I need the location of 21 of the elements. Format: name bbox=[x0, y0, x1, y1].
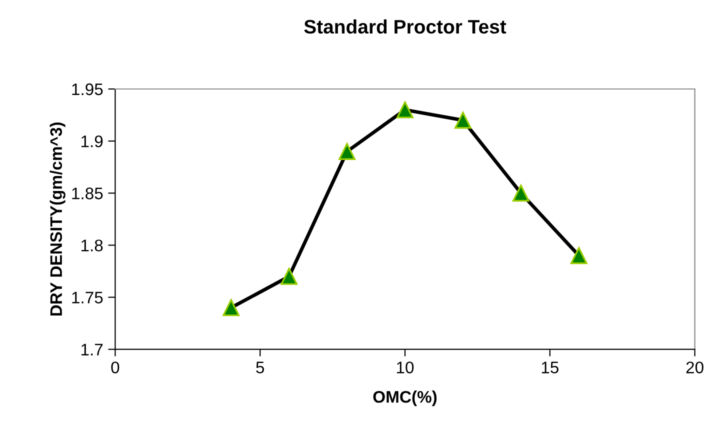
y-axis-title: DRY DENSITY(gm/cm^3) bbox=[50, 122, 66, 316]
x-tick-label: 0 bbox=[111, 362, 120, 374]
x-axis-title: OMC(%) bbox=[373, 390, 437, 406]
point bbox=[222, 299, 240, 316]
x-tick-label: 10 bbox=[397, 362, 414, 374]
x-tick-label: 5 bbox=[256, 362, 264, 374]
point bbox=[396, 101, 414, 118]
y-tick-label: 1.85 bbox=[72, 188, 103, 200]
point bbox=[512, 184, 530, 202]
point bbox=[280, 268, 298, 285]
x-tick-label: 20 bbox=[686, 362, 704, 374]
point bbox=[338, 143, 356, 160]
point bbox=[454, 112, 472, 129]
y-tick-label: 1.7 bbox=[82, 344, 103, 356]
y-tick-label: 1.9 bbox=[82, 135, 103, 148]
y-tick-label: 1.95 bbox=[72, 83, 103, 96]
x-tick-label: 15 bbox=[542, 362, 558, 374]
chart-title: Standard Proctor Test bbox=[304, 19, 506, 34]
y-tick-label: 1.75 bbox=[72, 292, 103, 304]
point bbox=[570, 247, 588, 264]
y-tick-label: 1.8 bbox=[82, 240, 103, 252]
